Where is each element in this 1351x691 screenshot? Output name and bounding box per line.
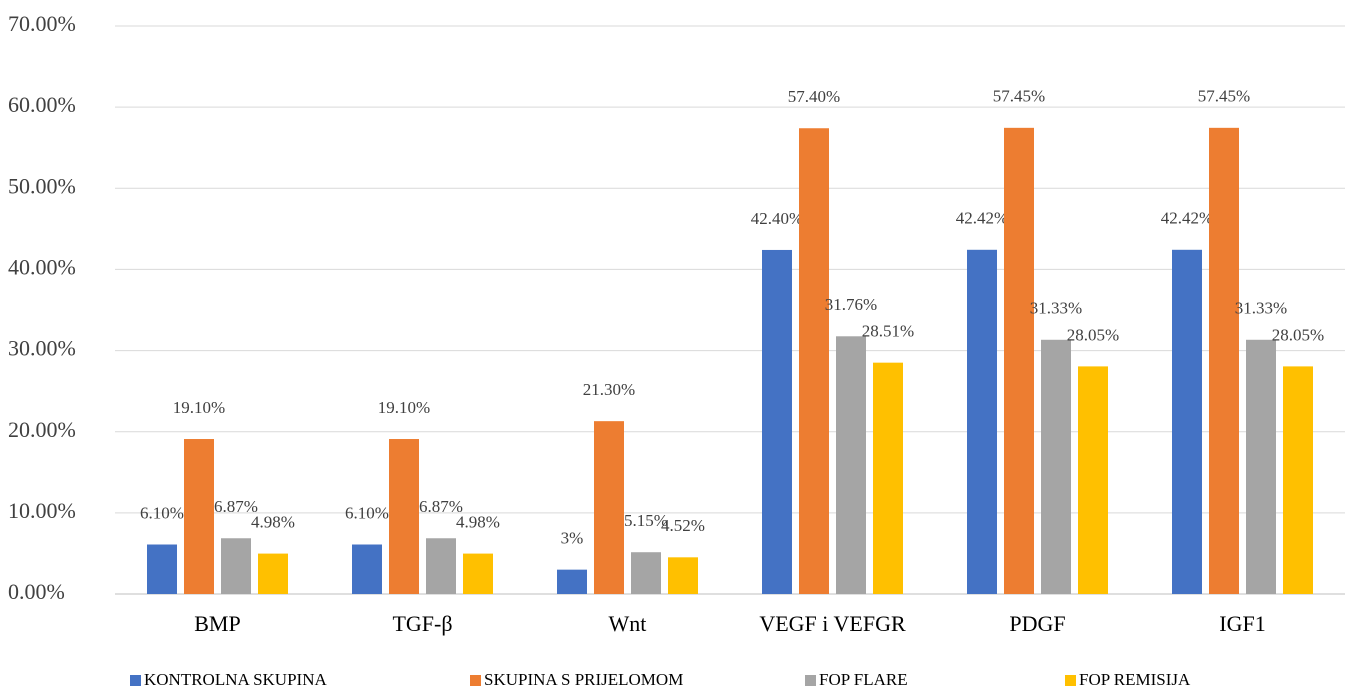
x-tick-label: PDGF xyxy=(1009,611,1065,636)
value-label: 31.33% xyxy=(1235,299,1287,318)
bar xyxy=(426,538,456,594)
bar xyxy=(1172,249,1202,595)
x-tick-label: VEGF i VEFGR xyxy=(759,611,906,636)
bar xyxy=(258,553,288,594)
value-label: 6.10% xyxy=(345,503,389,522)
y-tick-label: 10.00% xyxy=(8,498,76,523)
value-label: 4.52% xyxy=(661,516,705,535)
value-label: 3% xyxy=(561,529,584,548)
value-label: 57.45% xyxy=(993,87,1045,106)
legend-label: FOP REMISIJA xyxy=(1079,670,1191,689)
bar xyxy=(184,439,214,594)
value-label: 28.05% xyxy=(1272,325,1324,344)
value-label: 4.98% xyxy=(456,512,500,531)
bar xyxy=(799,128,829,595)
x-tick-label: IGF1 xyxy=(1219,611,1265,636)
y-tick-label: 50.00% xyxy=(8,173,76,198)
bar xyxy=(1283,366,1313,594)
y-tick-label: 40.00% xyxy=(8,254,76,279)
bar xyxy=(836,336,866,594)
bar xyxy=(463,553,493,594)
bar xyxy=(352,544,382,594)
legend-label: SKUPINA S PRIJELOMOM xyxy=(484,670,683,689)
value-label: 4.98% xyxy=(251,512,295,531)
value-label: 57.40% xyxy=(788,87,840,106)
legend-label: KONTROLNA SKUPINA xyxy=(144,670,327,689)
bar xyxy=(762,249,792,594)
value-label: 21.30% xyxy=(583,380,635,399)
bar xyxy=(967,249,997,595)
value-label: 5.15% xyxy=(624,511,668,530)
value-label: 6.87% xyxy=(419,497,463,516)
value-label: 31.33% xyxy=(1030,299,1082,318)
value-label: 19.10% xyxy=(173,398,225,417)
value-label: 42.42% xyxy=(956,209,1008,228)
bar xyxy=(389,439,419,594)
y-tick-label: 30.00% xyxy=(8,336,76,361)
y-tick-label: 70.00% xyxy=(8,11,76,36)
x-tick-label: BMP xyxy=(194,611,240,636)
bar xyxy=(557,569,587,594)
bar xyxy=(668,557,698,594)
value-label: 42.40% xyxy=(751,209,803,228)
value-label: 31.76% xyxy=(825,295,877,314)
y-tick-label: 60.00% xyxy=(8,92,76,117)
value-label: 28.05% xyxy=(1067,325,1119,344)
value-label: 6.87% xyxy=(214,497,258,516)
bar xyxy=(147,544,177,594)
bar xyxy=(1209,127,1239,594)
value-label: 28.51% xyxy=(862,322,914,341)
legend-swatch xyxy=(130,675,141,686)
bar xyxy=(873,362,903,594)
bar xyxy=(594,421,624,594)
legend-swatch xyxy=(470,675,481,686)
y-tick-label: 20.00% xyxy=(8,417,76,442)
bar xyxy=(221,538,251,594)
bar xyxy=(1078,366,1108,594)
bar xyxy=(1246,339,1276,594)
x-tick-label: TGF-β xyxy=(392,611,452,636)
bar xyxy=(1041,339,1071,594)
value-label: 19.10% xyxy=(378,398,430,417)
legend-swatch xyxy=(1065,675,1076,686)
bar xyxy=(631,552,661,594)
value-label: 42.42% xyxy=(1161,209,1213,228)
y-tick-label: 0.00% xyxy=(8,579,65,604)
bar xyxy=(1004,127,1034,594)
value-label: 57.45% xyxy=(1198,87,1250,106)
value-label: 6.10% xyxy=(140,503,184,522)
legend-label: FOP FLARE xyxy=(819,670,908,689)
x-tick-label: Wnt xyxy=(609,611,647,636)
legend-swatch xyxy=(805,675,816,686)
